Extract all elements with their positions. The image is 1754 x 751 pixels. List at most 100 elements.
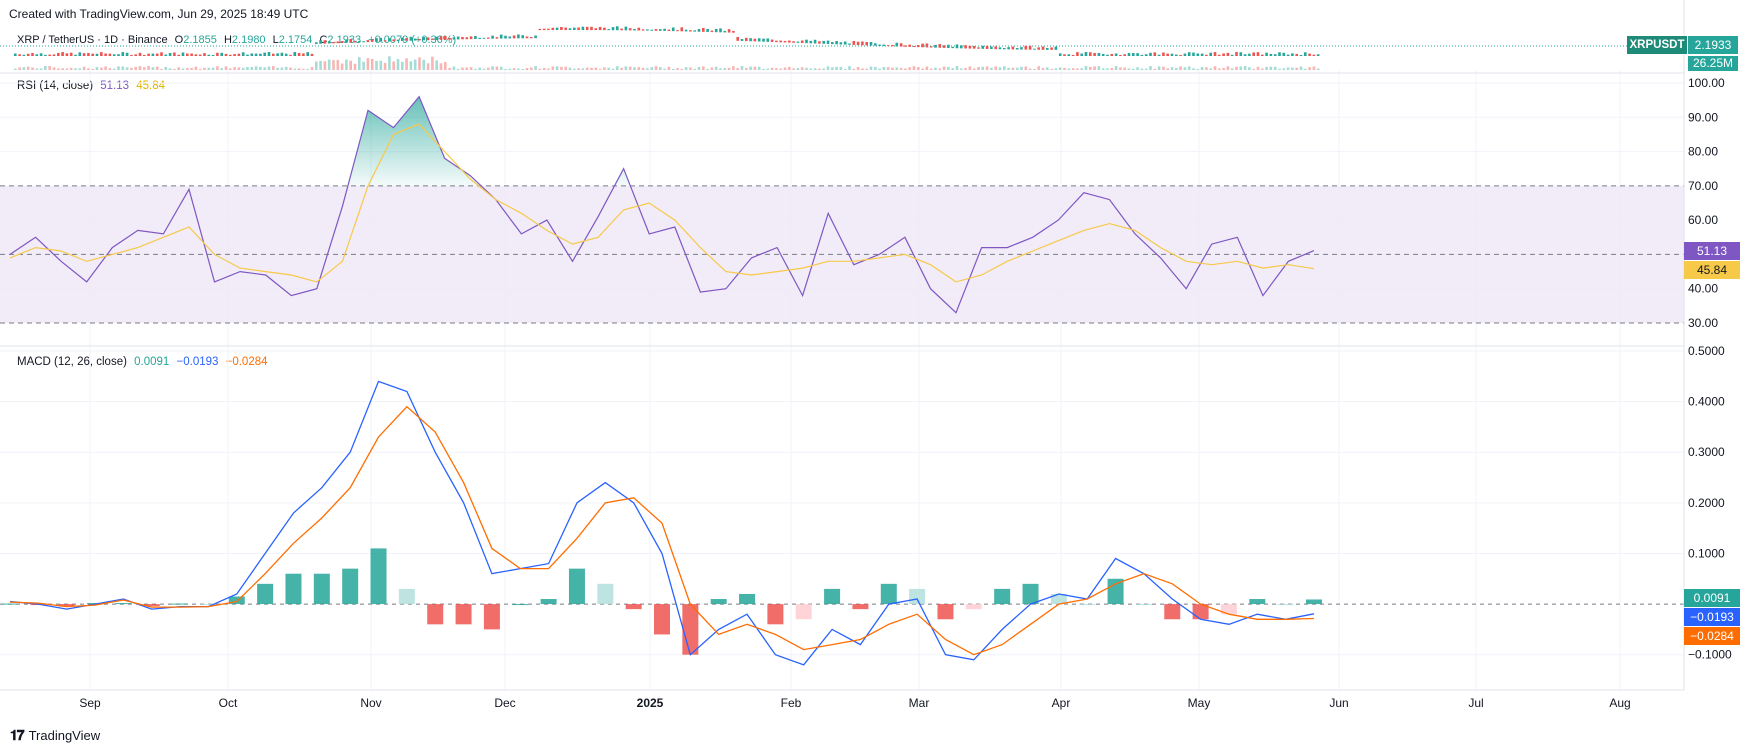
time-tick-label: 2025 <box>637 696 664 710</box>
volume-bar <box>693 68 696 70</box>
macd-histogram-bar <box>1277 604 1294 606</box>
price-candle <box>413 38 417 41</box>
macd-axis-label: 0.4000 <box>1688 395 1725 409</box>
volume-bar <box>104 66 107 70</box>
price-candle <box>65 53 69 56</box>
volume-bar <box>525 68 529 70</box>
price-candle <box>474 36 477 40</box>
volume-bar <box>792 68 795 70</box>
volume-bar <box>1015 67 1019 70</box>
price-candle <box>315 42 318 44</box>
volume-bar <box>628 66 632 70</box>
macd-histogram-bar <box>512 604 529 606</box>
macd-histogram-bar <box>200 604 217 606</box>
macd-histogram-bar <box>1192 604 1209 620</box>
volume-bar <box>18 67 21 70</box>
volume-bar <box>564 66 567 70</box>
price-candle <box>254 53 258 56</box>
price-candle <box>925 43 929 48</box>
rsi-axis-label: 100.00 <box>1688 76 1725 90</box>
price-candle <box>91 53 94 56</box>
price-candle <box>843 41 847 45</box>
price-candle <box>779 40 782 43</box>
symbol-label[interactable]: XRP / TetherUS · 1D · Binance <box>17 34 168 46</box>
price-candle <box>590 26 593 31</box>
price-candle <box>1218 54 1221 56</box>
price-candle <box>125 52 129 56</box>
price-candle <box>929 46 933 48</box>
price-candle <box>495 37 499 39</box>
price-candle <box>598 26 602 31</box>
volume-bar <box>388 56 391 70</box>
volume-bar <box>349 60 352 70</box>
volume-bar <box>1089 66 1092 70</box>
rsi-pane <box>0 95 1684 324</box>
price-candle <box>392 39 395 42</box>
macd-histogram-bar <box>739 593 756 605</box>
price-candle <box>1209 52 1212 56</box>
macd-histogram-bar <box>824 588 841 605</box>
price-candle <box>542 28 546 31</box>
volume-bar <box>839 66 843 70</box>
volume-bar <box>82 66 86 70</box>
rsi-axis-label: 70.00 <box>1688 179 1718 193</box>
price-candle <box>947 44 950 49</box>
volume-bar <box>719 68 722 70</box>
volume-bar <box>504 68 507 70</box>
ohlc-high: H2.1980 <box>223 34 266 46</box>
price-pane <box>0 26 1684 70</box>
price-candle <box>138 52 142 56</box>
tradingview-brand[interactable]: 𝟏𝟕 TradingView <box>10 727 100 744</box>
price-candle <box>714 28 718 33</box>
price-candle <box>160 52 163 56</box>
price-candle <box>246 54 249 56</box>
price-candle <box>581 26 585 31</box>
price-candle <box>659 29 662 31</box>
volume-bar <box>1050 68 1053 70</box>
volume-bar <box>538 68 542 70</box>
price-candle <box>383 40 387 42</box>
volume-bar <box>224 66 228 70</box>
volume-bar <box>26 66 30 70</box>
volume-bar <box>1076 68 1079 70</box>
volume-bar <box>1106 68 1109 70</box>
price-candle <box>216 52 219 56</box>
volume-bar <box>474 68 477 70</box>
price-candle <box>1097 52 1101 56</box>
price-candle <box>1144 54 1148 56</box>
volume-bar <box>254 66 258 70</box>
price-candle <box>1015 47 1019 50</box>
volume-bar <box>151 67 155 70</box>
volume-bar <box>267 66 271 70</box>
price-candle <box>968 45 972 49</box>
price-candle <box>577 27 580 31</box>
price-candle <box>1230 54 1234 56</box>
volume-bar <box>878 68 881 70</box>
volume-bar <box>310 67 314 70</box>
volume-bar <box>904 68 907 70</box>
axes: Sep Oct Nov Dec 2025 Feb Mar Apr May Jun Jul Aug 100… <box>0 0 1732 710</box>
volume-bar <box>813 68 817 70</box>
volume-bar <box>1071 68 1075 70</box>
volume-bar <box>1011 67 1015 70</box>
price-candle <box>57 52 60 56</box>
volume-bar <box>1136 67 1139 70</box>
price-candle <box>805 39 808 44</box>
price-candle <box>78 52 82 56</box>
price-candle <box>31 53 34 56</box>
price-candle <box>508 36 512 39</box>
macd-title[interactable]: MACD (12, 26, close) <box>17 356 127 368</box>
macd-histogram-bar <box>1249 599 1266 605</box>
price-candle <box>882 44 886 46</box>
price-candle <box>938 44 942 48</box>
price-candle <box>904 45 907 47</box>
price-candle <box>1308 53 1311 56</box>
volume-bar <box>1179 66 1182 70</box>
volume-bar <box>1037 66 1040 70</box>
macd-histogram-bar <box>1306 599 1322 605</box>
price-candle <box>740 39 744 41</box>
price-candle <box>280 52 284 56</box>
price-candle <box>745 37 748 42</box>
volume-bar <box>229 68 232 70</box>
